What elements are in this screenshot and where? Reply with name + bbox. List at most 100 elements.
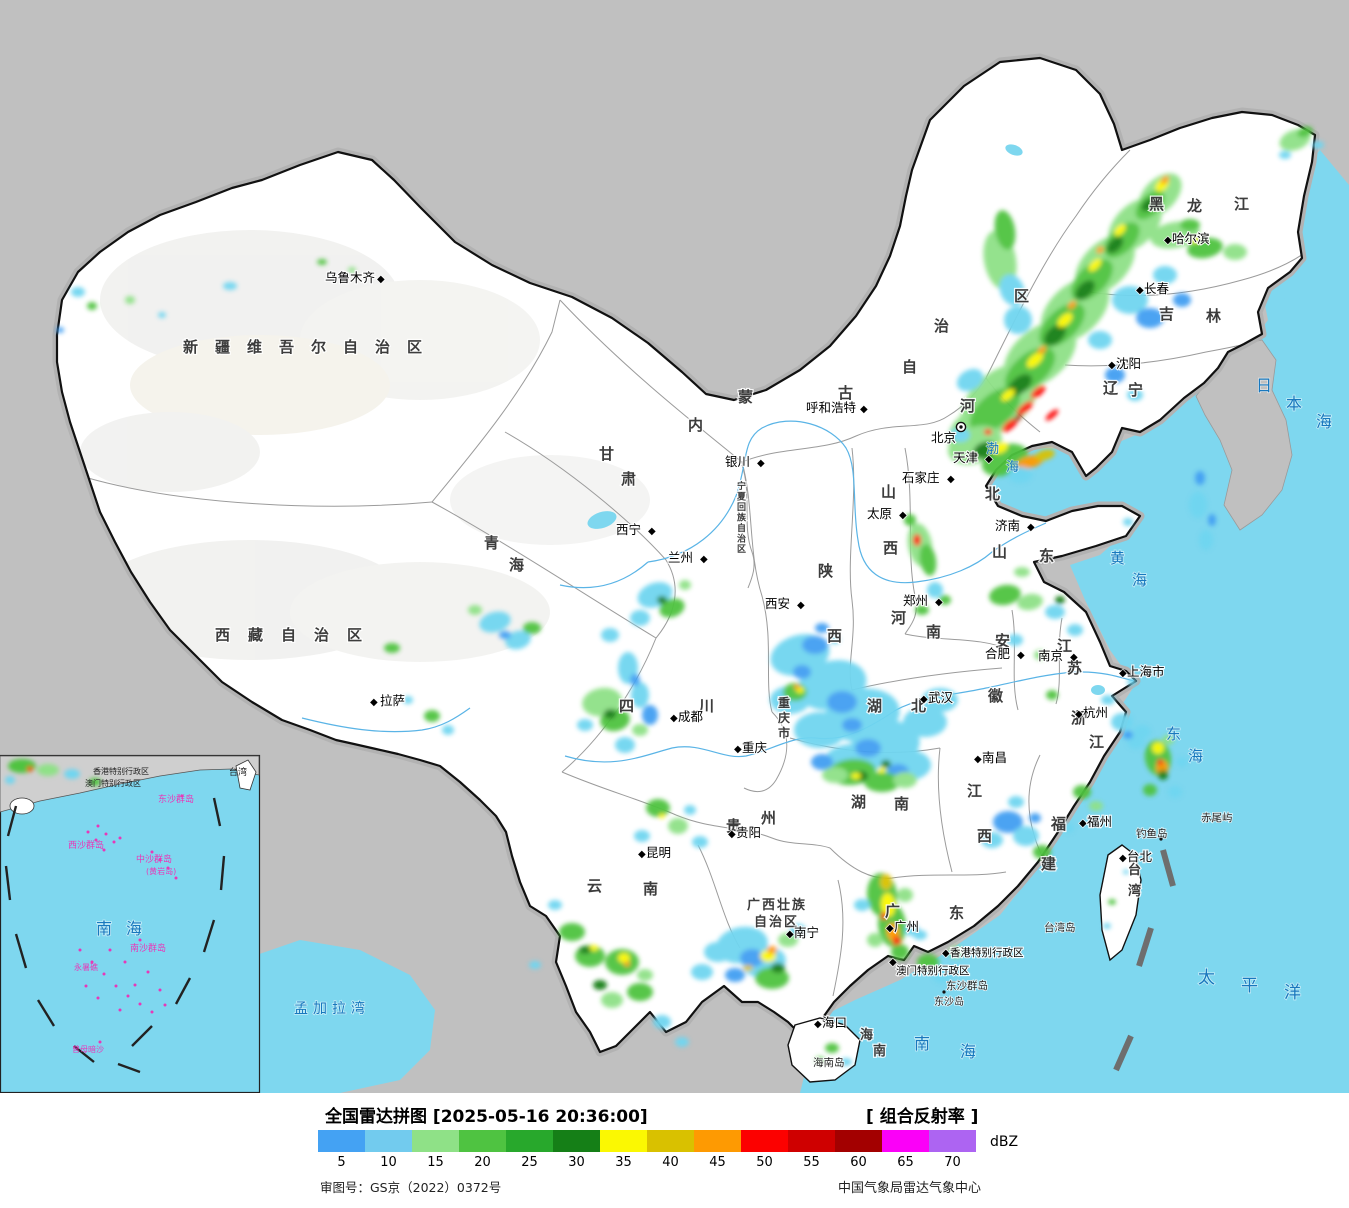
inset-radar-echoes bbox=[5, 759, 101, 786]
radar-echo bbox=[577, 719, 593, 731]
radar-echo bbox=[582, 687, 622, 717]
legend-swatch-10 bbox=[365, 1130, 412, 1152]
radar-echo bbox=[627, 983, 653, 1001]
radar-echo bbox=[1279, 151, 1291, 159]
radar-echo bbox=[1062, 823, 1074, 833]
radar-echo bbox=[793, 665, 811, 679]
inset-island-dot bbox=[114, 984, 118, 988]
city-label: 拉萨 bbox=[380, 693, 405, 708]
radar-echo bbox=[1168, 786, 1182, 798]
city-marker-icon: ◆ bbox=[935, 597, 943, 608]
province-label: 湖 bbox=[851, 793, 866, 811]
radar-echo bbox=[856, 771, 868, 781]
province-label: 回 bbox=[737, 502, 746, 513]
island-dots bbox=[942, 818, 1215, 994]
radar-echo bbox=[880, 893, 896, 917]
city-label: 沈阳 bbox=[1116, 356, 1141, 371]
radar-echo bbox=[1096, 246, 1104, 254]
radar-echo-layer bbox=[56, 126, 1324, 1066]
city-label: 南昌 bbox=[982, 750, 1007, 765]
city-marker-icon: ◆ bbox=[734, 744, 742, 755]
inset-island-dot bbox=[104, 832, 108, 836]
city-marker-icon: ◆ bbox=[1119, 668, 1127, 679]
radar-echo bbox=[1173, 293, 1191, 307]
legend-swatch-65 bbox=[882, 1130, 929, 1152]
city-marker-icon: ◆ bbox=[889, 957, 897, 968]
capital-marker: 北京 bbox=[930, 421, 967, 446]
province-label: 蒙 bbox=[738, 388, 753, 406]
province-label: 治 bbox=[934, 317, 949, 335]
city-marker-icon: ◆ bbox=[797, 600, 805, 611]
radar-echo bbox=[559, 923, 585, 941]
radar-echo bbox=[1114, 224, 1126, 236]
sea-label: 东 bbox=[1166, 725, 1181, 743]
province-label: 东 bbox=[1039, 547, 1054, 565]
city-label: 海口 bbox=[822, 1015, 847, 1030]
city-label: 兰州 bbox=[668, 550, 693, 565]
inset-island-dot bbox=[102, 848, 106, 852]
province-label: 河 bbox=[960, 397, 975, 415]
legend-swatch-55 bbox=[788, 1130, 835, 1152]
province-label: 东 bbox=[949, 904, 964, 922]
inset-dash bbox=[36, 999, 56, 1027]
radar-echo bbox=[881, 760, 891, 768]
city-label: 长春 bbox=[1144, 281, 1170, 296]
province-label: 安 bbox=[995, 632, 1010, 650]
province-label: 江 bbox=[967, 782, 982, 800]
radar-echo bbox=[927, 582, 943, 598]
legend-swatch-15 bbox=[412, 1130, 459, 1152]
radar-echo bbox=[867, 933, 883, 947]
radar-echo bbox=[897, 888, 913, 902]
radar-echo bbox=[529, 961, 541, 969]
radar-echo bbox=[1195, 471, 1205, 485]
city-marker-icon: ◆ bbox=[920, 694, 928, 705]
radar-echo bbox=[223, 282, 237, 290]
legend-value: 20 bbox=[474, 1155, 491, 1170]
radar-echo bbox=[949, 946, 963, 958]
inset-island-label: 西沙群岛 bbox=[68, 839, 104, 851]
city-marker-icon: ◆ bbox=[700, 554, 708, 565]
radar-echo bbox=[815, 623, 829, 633]
legend-value: 70 bbox=[944, 1155, 961, 1170]
inset-region-label: 澳门特别行政区 bbox=[85, 778, 141, 788]
legend-swatch-70 bbox=[929, 1130, 976, 1152]
inset-island-dot bbox=[146, 970, 150, 974]
province-label: 市 bbox=[778, 725, 790, 740]
inset-island-dot bbox=[158, 988, 162, 992]
radar-echo bbox=[830, 636, 840, 644]
radar-echo bbox=[993, 811, 1023, 833]
province-label: 浙 bbox=[1071, 709, 1086, 727]
radar-echo bbox=[64, 769, 80, 779]
radar-echo bbox=[37, 764, 59, 776]
province-label: 陕 bbox=[818, 562, 833, 580]
sea-label: 海 bbox=[1006, 460, 1019, 475]
inset-region-label: 台湾 bbox=[229, 766, 247, 778]
inset-island-label: 永暑礁 bbox=[74, 962, 98, 972]
radar-echo bbox=[317, 259, 327, 265]
radar-echo bbox=[1033, 845, 1051, 859]
city-marker-icon: ◆ bbox=[1027, 522, 1035, 533]
radar-echo bbox=[1013, 826, 1039, 846]
province-label: 广西壮族 bbox=[747, 897, 807, 913]
radar-echo bbox=[855, 739, 881, 757]
province-label: 南 bbox=[894, 795, 909, 813]
radar-echo bbox=[994, 210, 1016, 250]
city-marker-icon: ◆ bbox=[1164, 235, 1172, 246]
city-label: 西安 bbox=[765, 596, 790, 611]
radar-echo bbox=[1312, 141, 1324, 149]
radar-echo bbox=[1001, 417, 1019, 433]
radar-echo bbox=[1014, 567, 1030, 577]
radar-echo bbox=[1111, 713, 1133, 731]
radar-echo bbox=[992, 442, 1008, 454]
radar-echo bbox=[56, 327, 64, 333]
inset-island-label: 东沙群岛 bbox=[158, 793, 194, 805]
radar-echo bbox=[1008, 467, 1032, 483]
radar-echo bbox=[158, 312, 166, 318]
inset-region-label: 香港特别行政区 bbox=[93, 766, 149, 776]
sea-label: 南 bbox=[914, 1034, 930, 1053]
radar-echo bbox=[851, 773, 861, 779]
hainan-island bbox=[787, 1017, 861, 1083]
radar-echo bbox=[1105, 367, 1125, 383]
inset-island-label: 中沙群岛 bbox=[136, 853, 172, 865]
